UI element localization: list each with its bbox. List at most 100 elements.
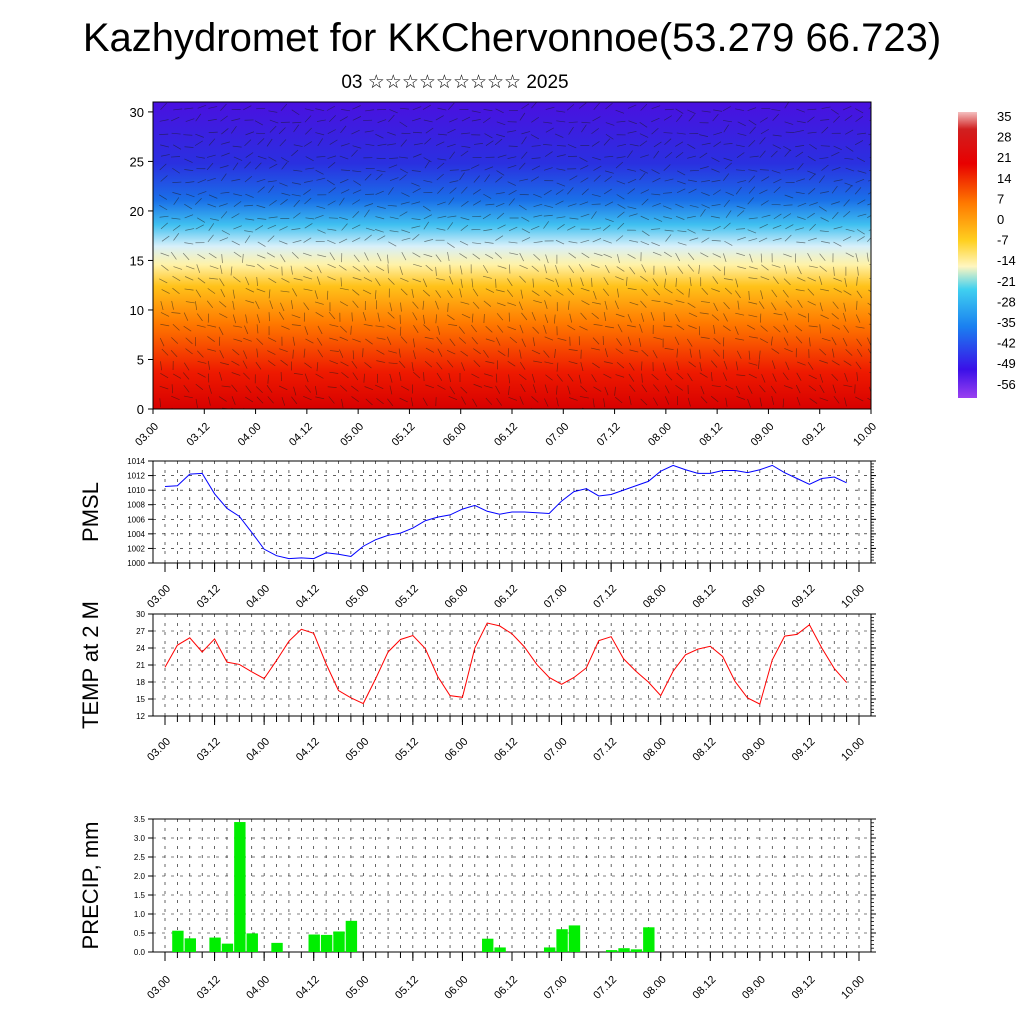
wind-barb (303, 411, 312, 414)
wind-barb (568, 300, 570, 310)
wind-barb (159, 398, 162, 408)
wind-barb (328, 311, 336, 320)
wind-barb (495, 176, 503, 183)
wind-barb (460, 217, 470, 221)
wind-barb (653, 384, 660, 392)
wind-barb (436, 278, 446, 281)
wind-barb (857, 266, 859, 276)
wind-barb (185, 181, 195, 184)
wind-barb (519, 324, 524, 334)
wind-barb (566, 104, 575, 111)
wind-barb (207, 288, 216, 294)
wind-barb (437, 107, 447, 111)
wind-barb (410, 397, 414, 407)
wind-barb (736, 205, 746, 210)
wind-barb (521, 136, 527, 145)
wind-barb (748, 238, 758, 242)
wind-barb (267, 337, 277, 342)
wind-barb (278, 127, 286, 135)
wind-barb (422, 300, 425, 310)
wind-barb (389, 109, 398, 114)
wind-barb (389, 230, 399, 233)
wind-barb (617, 254, 620, 264)
wind-barb (231, 384, 238, 392)
wind-barb (737, 236, 746, 241)
wind-barb (303, 288, 313, 292)
wind-barb (759, 313, 762, 323)
wind-barb (533, 300, 543, 304)
wind-barb (808, 265, 818, 269)
wind-barb (268, 110, 278, 113)
wind-barb (208, 410, 214, 416)
wind-barb (604, 264, 610, 274)
wind-barb (460, 150, 469, 157)
wind-barb (794, 130, 804, 133)
wind-barb (399, 397, 408, 403)
wind-barb (581, 300, 590, 306)
wind-barb (699, 166, 709, 170)
wind-barb (616, 194, 625, 200)
wind-barb (699, 152, 708, 159)
wind-barb (304, 362, 312, 369)
wind-barb (843, 199, 850, 207)
wind-barb (352, 300, 359, 308)
wind-barb (653, 288, 661, 296)
wind-barb (807, 212, 815, 219)
colorbar-label: -56 (997, 377, 1016, 392)
wind-barb (293, 144, 303, 147)
wind-barb (292, 121, 302, 124)
wind-barb (196, 324, 206, 328)
wind-barb (783, 385, 793, 389)
wind-barb (327, 129, 336, 135)
heatmap-y-tick-label: 30 (130, 105, 144, 120)
wind-barb (412, 188, 421, 194)
wind-barb (855, 108, 864, 114)
wind-barb (446, 143, 456, 148)
wind-barb (736, 252, 746, 257)
wind-barb (352, 199, 361, 205)
wind-barb (856, 290, 863, 299)
wind-barb (630, 409, 631, 418)
wind-barb (820, 288, 829, 292)
wind-barb (485, 325, 493, 333)
wind-barb (377, 119, 387, 123)
wind-barb (785, 131, 795, 133)
wind-barb (387, 254, 389, 264)
wind-barb (713, 141, 722, 147)
chart-subtitle: 03 ☆☆☆☆☆☆☆☆☆ 2025 (341, 72, 569, 93)
wind-barb (315, 169, 324, 175)
wind-barb (329, 337, 339, 341)
wind-barb (771, 289, 778, 298)
wind-barb (759, 224, 768, 229)
wind-barb (653, 141, 662, 148)
wind-barb (651, 127, 659, 135)
wind-barb (327, 386, 337, 388)
wind-barb (856, 229, 865, 235)
wind-barb (711, 168, 720, 173)
wind-barb (868, 229, 871, 231)
wind-barb (844, 182, 854, 187)
wind-barb (737, 121, 746, 127)
wind-barb (245, 287, 255, 293)
wind-barb (158, 194, 167, 200)
wind-barb (627, 324, 636, 328)
wind-barb (184, 276, 194, 281)
wind-barb (208, 194, 218, 199)
wind-barb (160, 222, 168, 230)
wind-barb (376, 206, 386, 209)
wind-barb (569, 277, 573, 287)
wind-barb (533, 254, 541, 261)
wind-barb (459, 240, 469, 246)
wind-barb (424, 239, 434, 242)
wind-barb (291, 194, 301, 197)
precip-bar (568, 925, 581, 952)
precip-bar (605, 950, 618, 952)
wind-barb (208, 131, 218, 133)
wind-barb (197, 104, 207, 109)
wind-barb (736, 374, 746, 377)
wind-barb (557, 224, 565, 230)
wind-barb (245, 276, 250, 286)
wind-barb (713, 109, 723, 112)
wind-barb (616, 410, 619, 418)
wind-barb (723, 278, 733, 281)
